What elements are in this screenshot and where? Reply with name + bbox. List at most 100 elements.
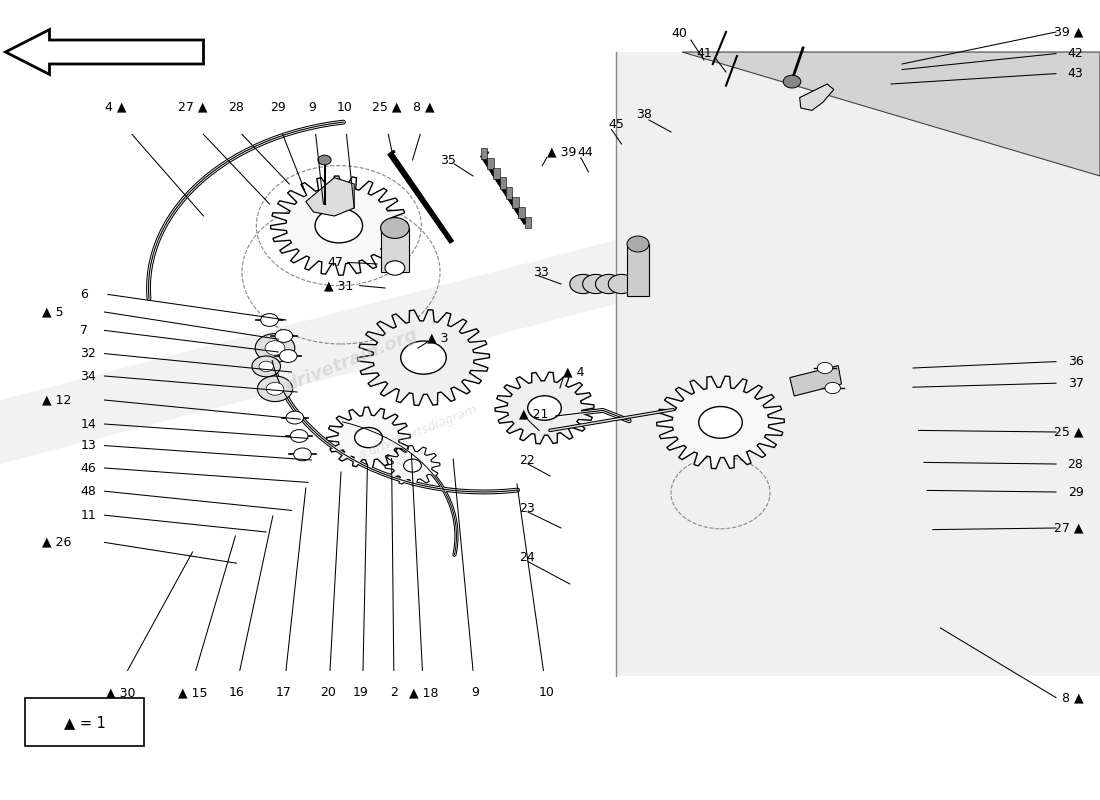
Text: 24: 24 [519,551,535,564]
Polygon shape [657,376,784,469]
Circle shape [275,330,293,342]
Text: ▲ 39: ▲ 39 [547,146,576,158]
Text: 37: 37 [1068,377,1084,390]
Circle shape [260,362,273,371]
Text: 40: 40 [672,27,688,40]
Text: 34: 34 [80,370,96,382]
Text: 8 ▲: 8 ▲ [1062,691,1084,704]
Circle shape [315,208,363,243]
Polygon shape [0,240,616,464]
Circle shape [257,376,293,402]
Circle shape [252,356,280,377]
Circle shape [627,236,649,252]
Text: ▲ 18: ▲ 18 [409,686,438,699]
Polygon shape [513,197,519,208]
Text: 29: 29 [271,101,286,114]
Text: ▲ 21: ▲ 21 [519,408,549,421]
Text: 22: 22 [519,454,535,466]
Text: ▲ 31: ▲ 31 [324,279,354,292]
Text: ▲ 4: ▲ 4 [563,366,585,378]
Text: 25 ▲: 25 ▲ [1054,426,1084,438]
Text: 35: 35 [440,154,455,166]
Text: 2: 2 [389,686,398,699]
Text: 19: 19 [353,686,369,699]
Text: ▲ 12: ▲ 12 [42,394,72,406]
Circle shape [354,427,383,448]
Text: 25 ▲: 25 ▲ [373,101,402,114]
Text: 42: 42 [1068,47,1084,60]
Text: 16: 16 [229,686,244,699]
Text: 44: 44 [578,146,593,158]
Circle shape [265,341,285,355]
Polygon shape [481,148,487,159]
Text: 36: 36 [1068,355,1084,368]
Circle shape [825,382,840,394]
Circle shape [608,274,635,294]
Text: 27 ▲: 27 ▲ [1054,522,1084,534]
Polygon shape [790,366,842,396]
Text: 41: 41 [696,47,712,60]
Circle shape [318,155,331,165]
Circle shape [255,334,295,362]
Text: 47: 47 [328,256,343,269]
Polygon shape [800,84,834,110]
Text: ▲ 3: ▲ 3 [427,331,449,344]
Circle shape [400,341,447,374]
Bar [627,244,649,296]
Text: 39 ▲: 39 ▲ [1054,26,1084,38]
Text: ▲ 15: ▲ 15 [178,686,207,699]
FancyBboxPatch shape [25,698,144,746]
Circle shape [583,274,609,294]
Text: a.drivepartsdiagram: a.drivepartsdiagram [356,402,480,462]
Circle shape [570,274,596,294]
Text: 17: 17 [276,686,292,699]
Text: 7: 7 [80,324,88,337]
Text: 14: 14 [80,418,96,430]
Polygon shape [6,30,204,74]
Text: 10: 10 [539,686,554,699]
Polygon shape [518,207,525,218]
Text: 28: 28 [1068,458,1084,470]
Text: 11: 11 [80,509,96,522]
Polygon shape [271,176,407,275]
Circle shape [294,448,311,461]
Polygon shape [385,446,440,486]
Text: 46: 46 [80,462,96,474]
Circle shape [261,314,278,326]
Text: 13: 13 [80,439,96,452]
Text: 38: 38 [636,108,651,121]
Circle shape [381,218,409,238]
Text: 6: 6 [80,288,88,301]
Circle shape [698,406,742,438]
Circle shape [290,430,308,442]
Circle shape [783,75,801,88]
Text: 4 ▲: 4 ▲ [104,101,126,114]
Text: 48: 48 [80,485,96,498]
Text: 33: 33 [534,266,549,278]
Polygon shape [327,407,410,468]
Polygon shape [499,178,506,189]
Text: 9: 9 [471,686,480,699]
Circle shape [286,411,304,424]
Polygon shape [358,310,490,406]
Polygon shape [506,187,513,198]
Text: 45: 45 [608,118,624,130]
Text: 23: 23 [519,502,535,514]
Polygon shape [495,372,594,444]
Text: 28: 28 [229,101,244,114]
Circle shape [279,350,297,362]
Polygon shape [493,168,499,179]
Text: 8 ▲: 8 ▲ [412,101,434,114]
Circle shape [817,362,833,374]
Text: 27 ▲: 27 ▲ [178,101,207,114]
Circle shape [385,261,405,275]
Text: 20: 20 [320,686,336,699]
Polygon shape [487,158,494,169]
Bar [381,228,409,272]
Text: 32: 32 [80,347,96,360]
Text: ▲ 26: ▲ 26 [42,536,72,549]
Text: drivetrain.org: drivetrain.org [283,325,421,395]
Polygon shape [616,52,1100,676]
Text: ▲ = 1: ▲ = 1 [64,715,106,730]
Polygon shape [525,217,531,228]
